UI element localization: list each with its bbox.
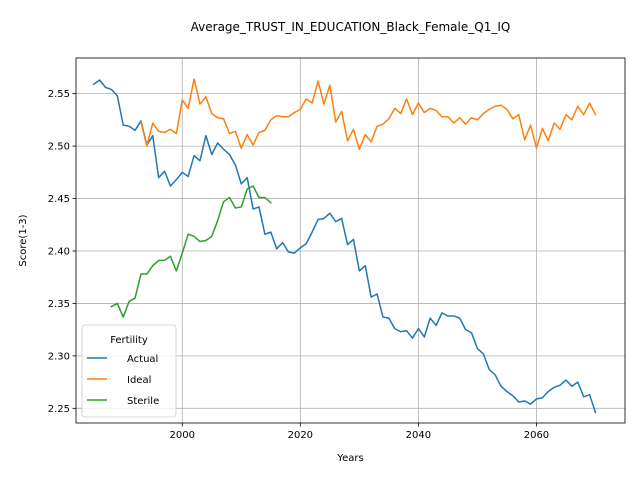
series-line-actual <box>92 79 597 414</box>
legend-label-sterile: Sterile <box>127 396 159 407</box>
legend-label-actual: Actual <box>127 354 158 365</box>
chart-title: Average_TRUST_IN_EDUCATION_Black_Female_… <box>191 20 511 34</box>
y-tick-label: 2.55 <box>48 89 70 100</box>
y-tick-label: 2.35 <box>48 299 70 310</box>
legend-title: Fertility <box>110 335 148 346</box>
x-tick-label: 2060 <box>524 430 549 441</box>
ticks-layer: 2000 2020 2040 2060 2.25 2.30 2.35 2.40 2.45 2.50… <box>48 89 549 441</box>
legend: Fertility Actual Ideal Sterile <box>81 324 177 418</box>
x-tick-label: 2020 <box>288 430 313 441</box>
x-tick-label: 2000 <box>170 430 195 441</box>
x-axis-title: Years <box>336 453 363 464</box>
grid-layer <box>76 58 625 423</box>
legend-box <box>81 324 177 418</box>
y-axis-title: Score(1-3) <box>18 214 29 266</box>
y-tick-label: 2.25 <box>48 404 70 415</box>
series-line-ideal <box>140 78 597 150</box>
plot-frame <box>75 57 626 424</box>
legend-items: Actual Ideal Sterile <box>87 354 159 407</box>
series-layer <box>92 78 597 414</box>
series-line-sterile <box>110 185 272 318</box>
y-tick-label: 2.40 <box>48 246 70 257</box>
y-tick-label: 2.30 <box>48 351 70 362</box>
y-tick-label: 2.45 <box>48 194 70 205</box>
y-tick-label: 2.50 <box>48 142 70 153</box>
x-tick-label: 2040 <box>406 430 431 441</box>
legend-label-ideal: Ideal <box>127 375 151 386</box>
